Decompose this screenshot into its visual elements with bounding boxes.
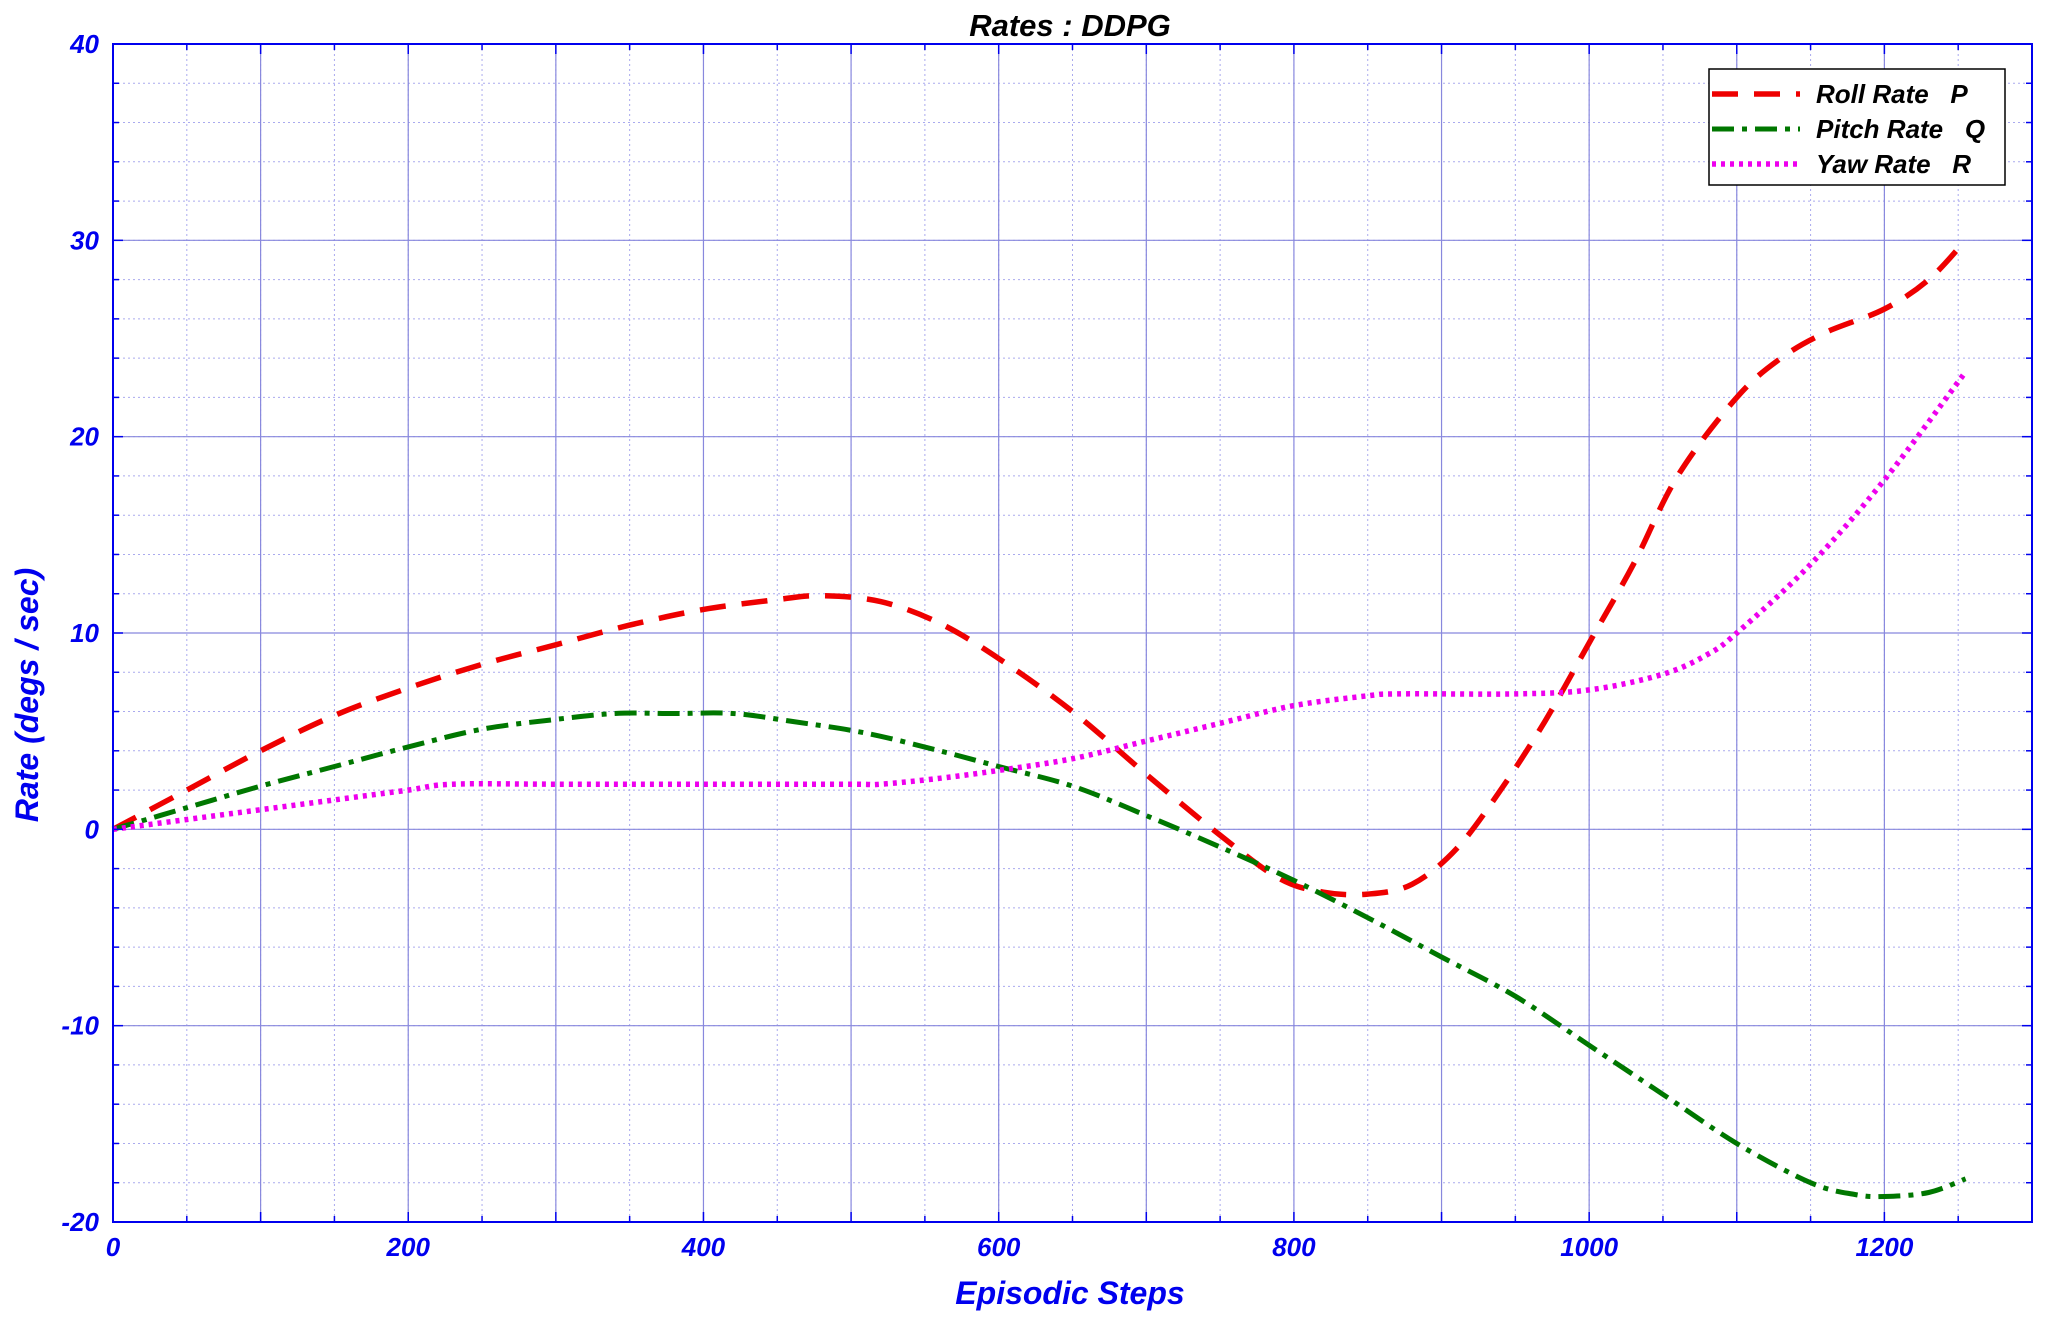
x-tick-label: 0 bbox=[106, 1232, 121, 1262]
legend-label-pitch-rate: Pitch Rate Q bbox=[1816, 114, 1985, 144]
tick-labels: 0 200 400 600 800 1000 1200 -20 -10 0 10 20 30 40 bbox=[61, 29, 1913, 1262]
series-line-yaw-rate bbox=[112, 370, 1968, 833]
x-tick-label: 200 bbox=[386, 1232, 431, 1262]
axis-ticks bbox=[112, 43, 2033, 1223]
x-axis-title: Episodic Steps bbox=[955, 1275, 1184, 1311]
y-tick-label: 40 bbox=[69, 29, 99, 59]
legend-label-yaw-rate: Yaw Rate R bbox=[1816, 149, 1971, 179]
y-tick-label: 10 bbox=[70, 618, 99, 648]
x-tick-label: 1000 bbox=[1560, 1232, 1618, 1262]
legend-label-roll-rate: Roll Rate P bbox=[1816, 79, 1968, 109]
x-tick-label: 800 bbox=[1272, 1232, 1316, 1262]
y-tick-label: 30 bbox=[70, 225, 99, 255]
y-tick-label: 0 bbox=[85, 814, 100, 844]
legend: Roll Rate P Pitch Rate Q Yaw Rate R bbox=[1708, 68, 2006, 186]
x-tick-label: 1200 bbox=[1855, 1232, 1913, 1262]
series-layer bbox=[111, 238, 1968, 1200]
y-axis-title: Rate (degs / sec) bbox=[9, 568, 45, 822]
y-tick-label: -20 bbox=[61, 1207, 99, 1237]
series-line-roll-rate bbox=[111, 238, 1968, 898]
x-tick-label: 400 bbox=[681, 1232, 726, 1262]
series-line-pitch-rate bbox=[112, 710, 1967, 1200]
y-tick-label: 20 bbox=[69, 422, 99, 452]
x-tick-label: 600 bbox=[977, 1232, 1021, 1262]
chart-title: Rates : DDPG bbox=[969, 8, 1171, 43]
y-tick-label: -10 bbox=[61, 1011, 99, 1041]
